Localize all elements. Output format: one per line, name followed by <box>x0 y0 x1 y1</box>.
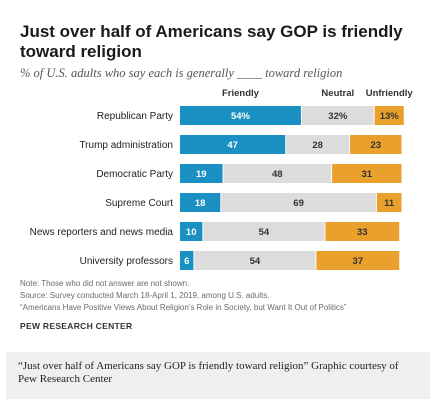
brand-name: PEW RESEARCH CENTER <box>20 321 133 331</box>
value-label-friendly-supreme-court: 18 <box>195 198 206 209</box>
bar-unfriendly-democratic-party <box>332 164 402 183</box>
value-label-neutral-republican-party: 32% <box>328 111 348 122</box>
value-label-neutral-supreme-court: 69 <box>293 198 304 209</box>
stacked-bar-chart: Friendly Neutral Unfriendly Republican Part… <box>30 88 414 270</box>
bar-unfriendly-republican-party <box>374 106 404 125</box>
bar-unfriendly-news-reporters-and-news-media <box>325 222 400 241</box>
legend-neutral: Neutral <box>321 88 354 99</box>
category-label-democratic-party: Democratic Party <box>96 169 173 180</box>
value-label-unfriendly-news-reporters-and-news-media: 33 <box>357 227 368 238</box>
value-label-friendly-university-professors: 6 <box>184 256 189 267</box>
bar-friendly-democratic-party <box>180 164 223 183</box>
value-label-friendly-news-reporters-and-news-media: 10 <box>186 227 197 238</box>
value-label-unfriendly-democratic-party: 31 <box>362 169 373 180</box>
value-label-friendly-democratic-party: 19 <box>196 169 207 180</box>
bar-neutral-republican-party <box>301 106 374 125</box>
caption-box: “Just over half of Americans say GOP is … <box>6 352 430 399</box>
category-label-republican-party: Republican Party <box>97 111 173 122</box>
bar-friendly-trump-administration <box>180 135 286 154</box>
value-label-neutral-university-professors: 54 <box>250 256 261 267</box>
category-label-supreme-court: Supreme Court <box>105 198 173 209</box>
bar-friendly-supreme-court <box>180 193 221 212</box>
value-label-unfriendly-university-professors: 37 <box>353 256 364 267</box>
bar-neutral-trump-administration <box>286 135 349 154</box>
chart-subtitle: % of U.S. adults who say each is general… <box>20 66 343 80</box>
bar-friendly-university-professors <box>180 251 194 270</box>
bar-unfriendly-supreme-court <box>376 193 402 212</box>
bar-neutral-supreme-court <box>221 193 376 212</box>
category-label-university-professors: University professors <box>80 256 173 267</box>
category-label-trump-administration: Trump administration <box>79 140 173 151</box>
bar-friendly-news-reporters-and-news-media <box>180 222 203 241</box>
value-label-neutral-news-reporters-and-news-media: 54 <box>259 227 270 238</box>
chart-note: Note: Those who did not answer are not s… <box>20 279 190 288</box>
bar-neutral-university-professors <box>194 251 316 270</box>
bar-unfriendly-trump-administration <box>350 135 402 154</box>
value-label-unfriendly-republican-party: 13% <box>380 111 400 122</box>
legend-friendly: Friendly <box>222 88 260 99</box>
value-label-friendly-republican-party: 54% <box>231 111 251 122</box>
category-label-news-reporters-and-news-media: News reporters and news media <box>30 227 174 238</box>
bar-unfriendly-university-professors <box>316 251 400 270</box>
value-label-unfriendly-trump-administration: 23 <box>370 140 381 151</box>
bar-neutral-democratic-party <box>223 164 332 183</box>
chart-report-title: “Americans Have Positive Views About Rel… <box>20 303 347 312</box>
value-label-unfriendly-supreme-court: 11 <box>384 198 395 209</box>
value-label-neutral-trump-administration: 28 <box>312 140 323 151</box>
chart-title: Just over half of Americans say GOP is f… <box>20 22 403 61</box>
value-label-neutral-democratic-party: 48 <box>272 169 283 180</box>
value-label-friendly-trump-administration: 47 <box>227 140 238 151</box>
image-caption: “Just over half of Americans say GOP is … <box>18 360 399 385</box>
legend-unfriendly: Unfriendly <box>366 88 414 99</box>
bar-neutral-news-reporters-and-news-media <box>203 222 325 241</box>
chart-source: Source: Survey conducted March 18-April … <box>20 291 270 300</box>
bar-friendly-republican-party <box>180 106 301 125</box>
